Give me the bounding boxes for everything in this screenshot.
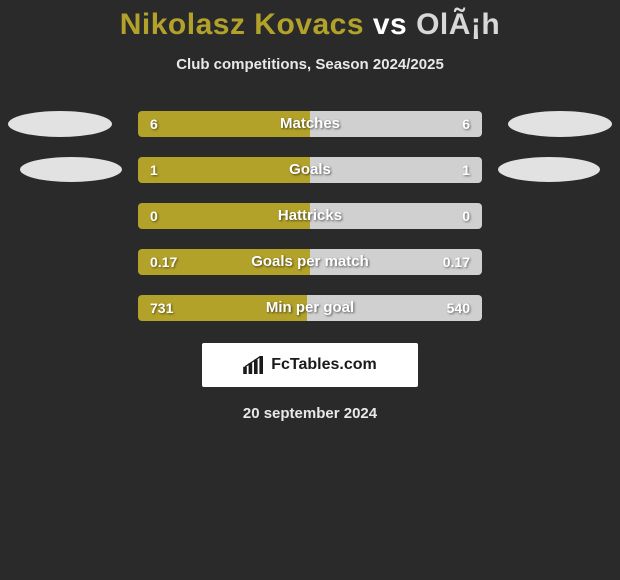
stat-row: 0.170.17Goals per match — [0, 249, 620, 275]
stat-metric-label: Min per goal — [0, 295, 620, 321]
stat-rows: 66Matches 11Goals 00Hattricks 0.170.17Goals… — [0, 111, 620, 321]
stat-metric-label: Goals per match — [0, 249, 620, 275]
stat-row: 11Goals — [0, 157, 620, 183]
player1-name: Nikolasz Kovacs — [120, 8, 364, 41]
chart-icon — [243, 356, 265, 374]
comparison-card: Nikolasz Kovacs vs OlÃ¡h Club competitio… — [0, 0, 620, 580]
subtitle: Club competitions, Season 2024/2025 — [0, 56, 620, 73]
stat-metric-label: Matches — [0, 111, 620, 137]
stat-row: 00Hattricks — [0, 203, 620, 229]
branding-text: FcTables.com — [271, 356, 377, 374]
stat-metric-label: Goals — [0, 157, 620, 183]
player2-name: OlÃ¡h — [416, 8, 500, 41]
stat-row: 66Matches — [0, 111, 620, 137]
stat-metric-label: Hattricks — [0, 203, 620, 229]
footer-date: 20 september 2024 — [0, 405, 620, 422]
branding-badge[interactable]: FcTables.com — [202, 343, 418, 387]
page-title: Nikolasz Kovacs vs OlÃ¡h — [0, 0, 620, 42]
stat-row: 731540Min per goal — [0, 295, 620, 321]
vs-label: vs — [373, 8, 407, 41]
